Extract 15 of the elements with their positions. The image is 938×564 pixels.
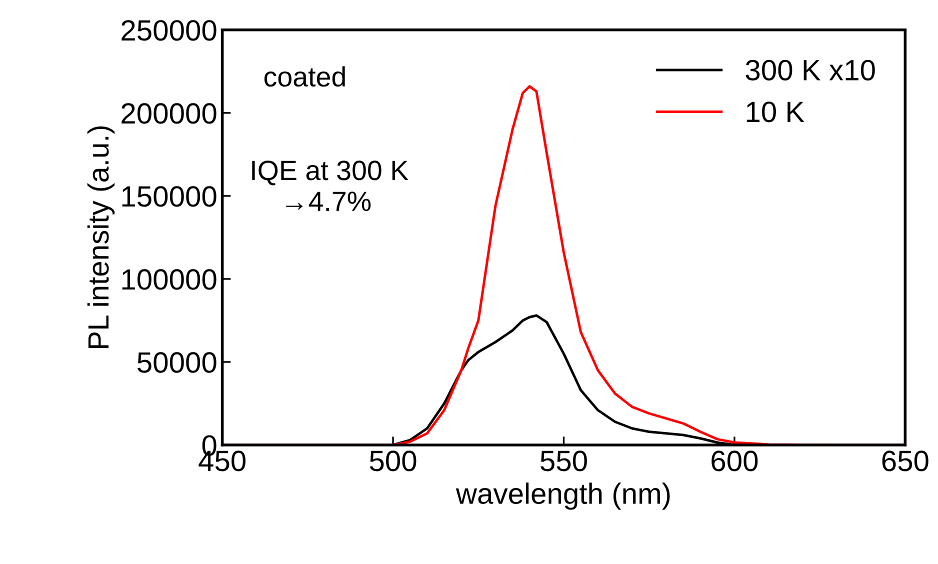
x-axis-title: wavelength (nm) [456, 482, 670, 510]
y-tick-label: 50000 [138, 352, 216, 373]
y-tick-label: 250000 [122, 20, 216, 41]
x-tick-label: 550 [540, 450, 587, 472]
x-tick-label: 500 [370, 450, 416, 472]
annotation: IQE at 300 K →4.7% [252, 160, 408, 212]
x-tick-label: 650 [882, 450, 928, 472]
annotation: coated [264, 66, 345, 87]
legend-label: 300 K x10 [746, 60, 875, 80]
y-tick-label: 200000 [122, 103, 216, 124]
x-tick-label: 600 [712, 450, 758, 472]
y-axis-title: PL intensity (a.u.) [87, 126, 115, 348]
legend-label: 10 K [746, 102, 804, 122]
y-tick-label: 100000 [122, 269, 216, 290]
y-tick-label: 150000 [122, 186, 216, 207]
